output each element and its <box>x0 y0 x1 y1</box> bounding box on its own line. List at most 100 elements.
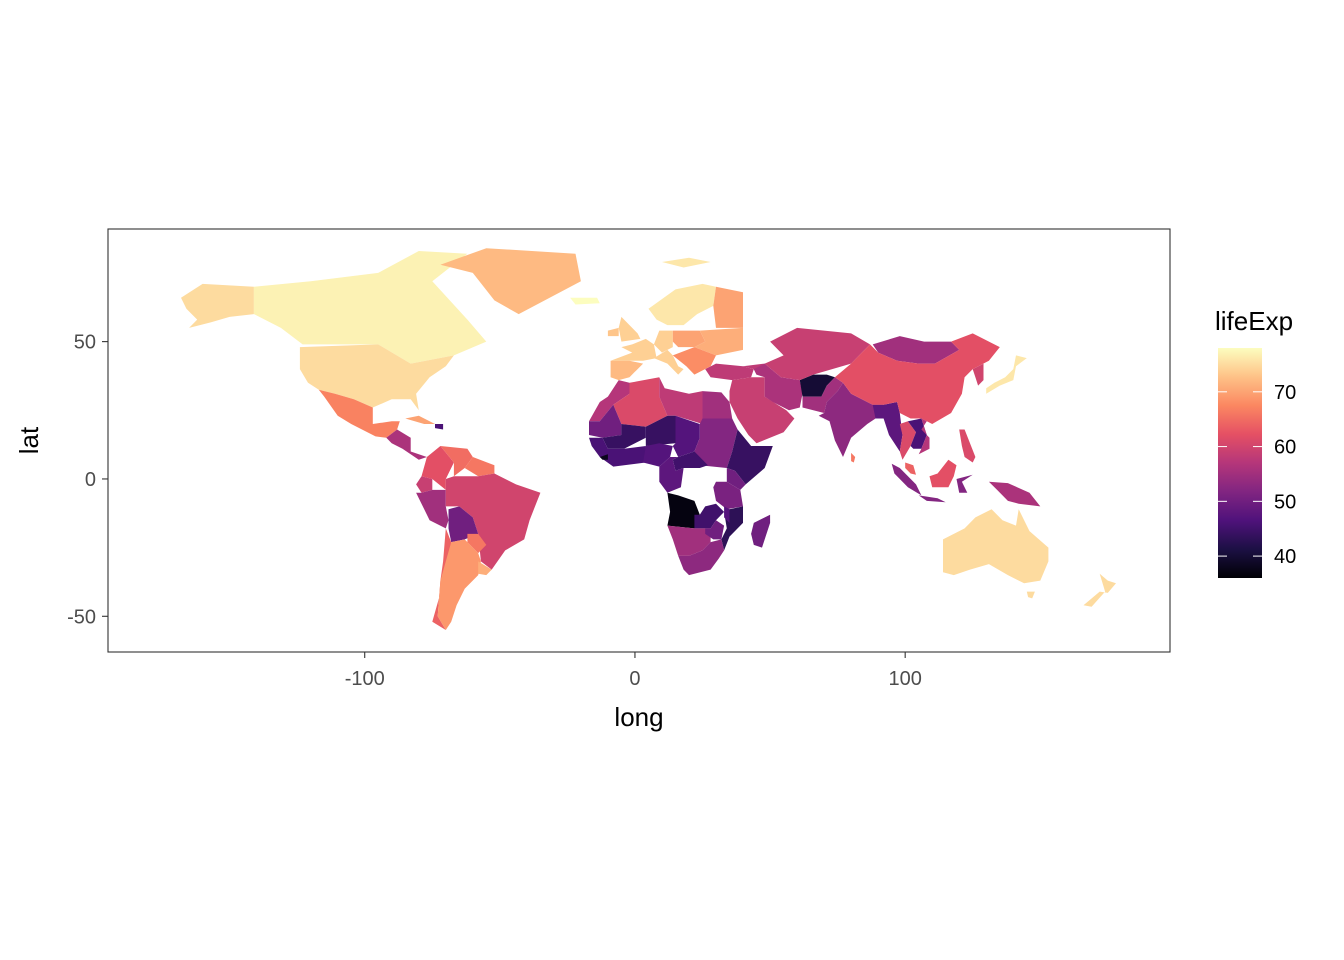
x-axis: -100 0 100 <box>345 652 922 690</box>
region-mongolia <box>872 336 960 364</box>
region-united-kingdom <box>618 316 641 342</box>
region-sumatra <box>891 463 922 496</box>
legend-title: lifeExp <box>1215 306 1293 336</box>
region-japan <box>986 355 1027 394</box>
y-tick-label: -50 <box>67 606 96 628</box>
region-central-europe <box>672 330 706 348</box>
region-ireland <box>607 327 619 337</box>
legend-tick-label: 40 <box>1274 546 1296 568</box>
region-angola <box>667 492 700 529</box>
region-chad <box>672 415 700 457</box>
x-tick-label: 0 <box>629 668 640 690</box>
region-middle-east <box>729 377 795 444</box>
region-peru <box>416 489 449 529</box>
region-sulawesi <box>956 474 973 493</box>
region-mexico <box>318 389 400 438</box>
map-panel-border <box>107 228 1171 653</box>
region-central-america <box>386 429 427 460</box>
region-venezuela <box>440 446 473 477</box>
region-central-african-republic <box>672 451 708 471</box>
region-italy <box>653 349 684 375</box>
region-sri-lanka <box>851 452 856 463</box>
region-mali <box>602 424 646 449</box>
legend: lifeExp 40 50 60 70 <box>1215 306 1296 578</box>
x-tick-label: 100 <box>888 668 921 690</box>
region-niger <box>645 415 676 446</box>
region-svalbard <box>662 257 711 268</box>
region-sierra-leone <box>599 454 608 460</box>
region-balkans <box>672 347 716 375</box>
region-egypt <box>702 391 733 419</box>
region-tasmania <box>1026 591 1035 599</box>
region-norway-sweden-finland <box>648 283 716 326</box>
region-alaska <box>181 283 254 328</box>
region-java <box>918 495 946 503</box>
region-brazil <box>445 473 541 570</box>
region-zambia <box>694 503 725 529</box>
region-colombia <box>421 446 454 490</box>
region-india <box>818 382 884 457</box>
region-korea <box>972 363 984 386</box>
legend-tick-label: 60 <box>1274 437 1296 459</box>
region-bolivia <box>448 506 479 543</box>
region-afghanistan <box>799 374 835 397</box>
region-paraguay <box>467 533 487 554</box>
region-south-africa <box>678 539 725 576</box>
region-algeria <box>613 377 668 427</box>
region-cameroon-gabon-congo <box>659 457 684 493</box>
region-nigeria <box>643 443 673 467</box>
region-malaysia <box>905 462 916 475</box>
region-uruguay <box>478 561 492 576</box>
legend-ticks: 40 50 60 70 <box>1218 382 1296 568</box>
y-tick-label: 50 <box>74 332 96 354</box>
region-western-europe <box>610 330 673 361</box>
region-mauritania <box>589 404 622 438</box>
region-guianas <box>464 457 495 477</box>
region-sudan <box>694 418 738 468</box>
region-namibia-botswana <box>667 525 711 556</box>
region-ethiopia-somalia <box>726 429 773 485</box>
legend-tick-label: 50 <box>1274 491 1296 513</box>
region-thailand <box>899 421 916 460</box>
y-tick-label: 0 <box>85 469 96 491</box>
region-australia <box>943 509 1049 584</box>
region-eastern-europe <box>694 327 743 356</box>
region-zimbabwe <box>705 520 725 540</box>
region-malawi <box>724 506 730 523</box>
map-regions <box>181 248 1116 630</box>
region-vietnam <box>918 418 930 455</box>
region-borneo <box>929 459 957 488</box>
region-iberia <box>610 360 644 381</box>
region-morocco-western-sahara <box>589 380 630 422</box>
region-iceland <box>570 297 600 305</box>
region-pakistan <box>802 377 843 413</box>
legend-colorbar <box>1218 348 1262 578</box>
y-axis-title: lat <box>14 426 44 454</box>
region-ecuador <box>416 476 433 493</box>
region-laos-cambodia <box>907 418 927 449</box>
region-kenya <box>726 468 746 490</box>
region-central-asia <box>764 327 870 381</box>
region-bangladesh-myanmar <box>872 402 903 452</box>
region-haiti <box>435 424 444 430</box>
x-axis-title: long <box>614 702 663 732</box>
y-axis: 50 0 -50 <box>67 332 108 628</box>
x-tick-label: -100 <box>345 668 385 690</box>
region-turkey <box>705 363 754 381</box>
legend-tick-label: 70 <box>1274 382 1296 404</box>
region-canada <box>253 251 487 364</box>
region-tunisia-libya <box>659 377 703 424</box>
region-argentina <box>437 539 481 630</box>
region-greenland <box>440 248 581 315</box>
region-cuba <box>405 415 435 424</box>
region-philippines <box>959 429 976 463</box>
region-madagascar <box>751 514 771 548</box>
region-new-guinea <box>988 481 1041 507</box>
region-tanzania-uganda <box>713 481 743 510</box>
region-new-zealand <box>1083 573 1116 607</box>
region-united-states <box>299 344 454 411</box>
region-iran <box>753 363 803 411</box>
region-russia-european- <box>713 286 743 328</box>
region-china <box>834 333 1000 424</box>
